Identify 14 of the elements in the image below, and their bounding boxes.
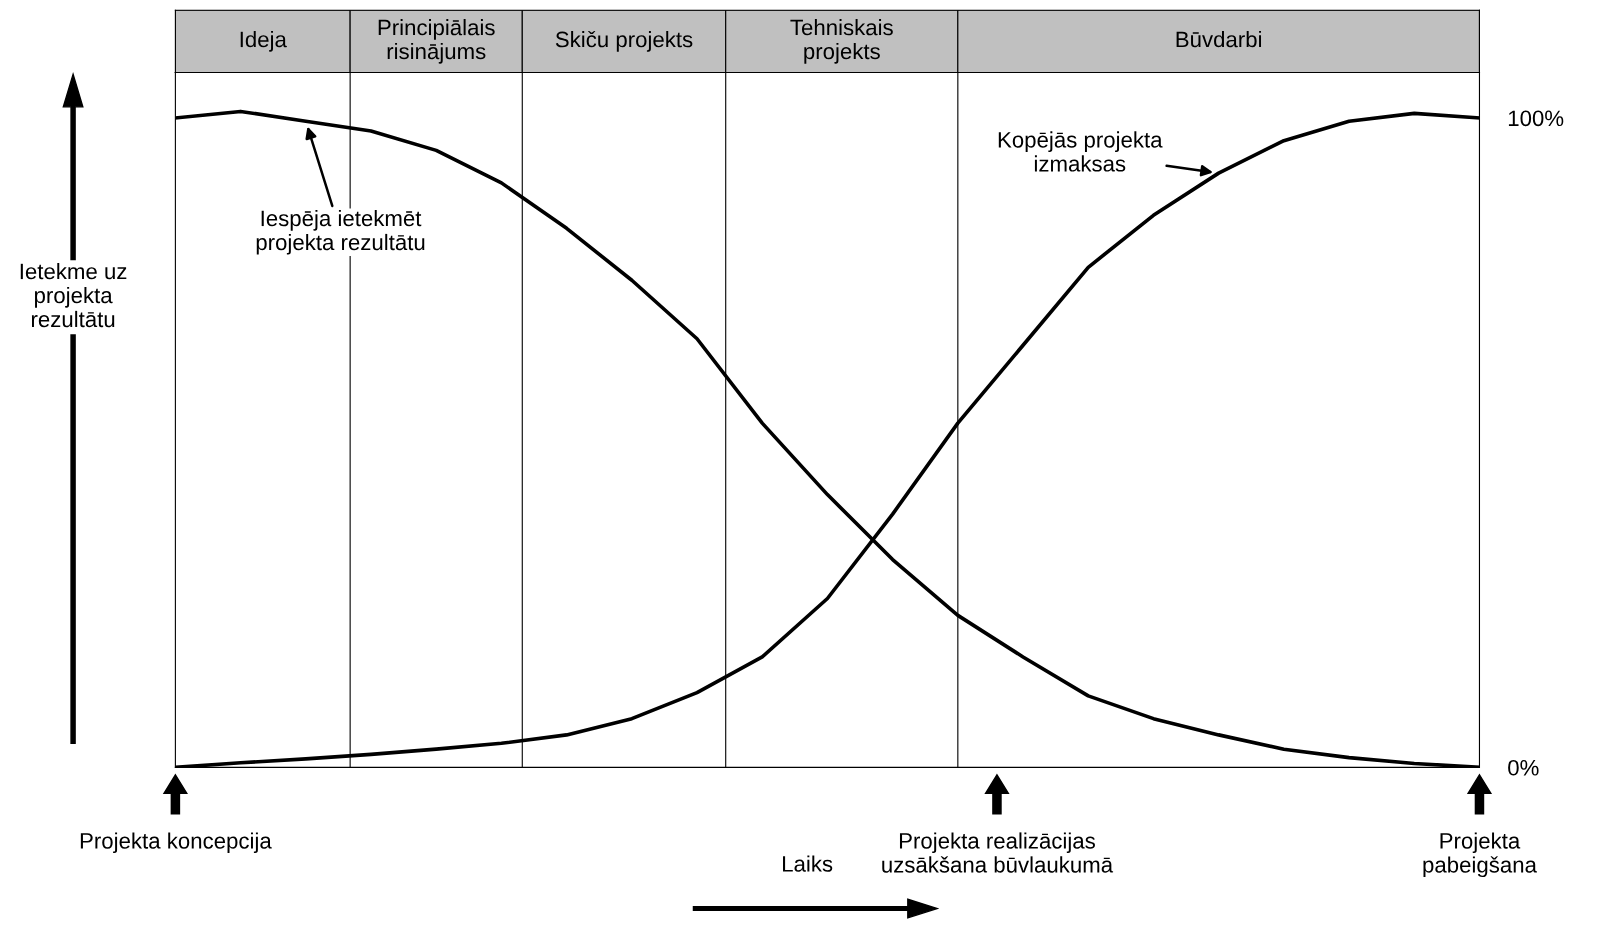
text: Projekta koncepcija <box>80 832 272 854</box>
y-tick-label: 0% <box>1508 759 1539 776</box>
text: Projekta pabeigšana <box>1423 832 1537 878</box>
text: Iespēja ietekmēt projekta rezultātu <box>256 209 425 255</box>
series-label: Tehniskais projekts <box>790 19 893 64</box>
series-label: Kopējās projekta izmaksas <box>998 131 1163 172</box>
y-tick-label: 100% <box>1508 110 1564 127</box>
series-label: Ideja <box>240 30 287 52</box>
y-axis-title: Ietekme uz projekta rezultātu <box>20 262 127 328</box>
series-label: Būvdarbi <box>1176 30 1262 48</box>
x-axis-title: Laiks <box>783 855 833 872</box>
series-label: Skiču projekts <box>555 30 693 52</box>
text: Projekta realizācijas uzsākšana būvlaukumā <box>882 832 1114 873</box>
series-label: Principiālais risinājums <box>378 19 495 64</box>
